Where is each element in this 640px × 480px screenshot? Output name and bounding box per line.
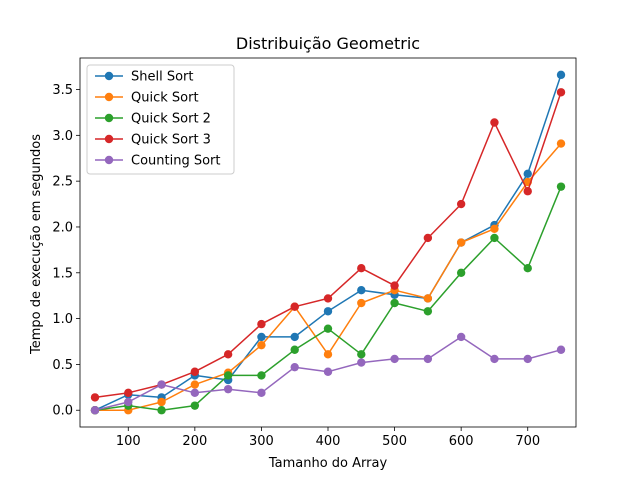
- plot-frame: [79, 57, 577, 428]
- legend: Shell Sort Quick Sort Quick Sort 2 Quick So…: [86, 64, 235, 175]
- data-point-counting-sort: [223, 384, 233, 394]
- y-tick-label: 3.0: [52, 129, 73, 144]
- data-point-quick-sort-2: [556, 182, 566, 191]
- data-point-quick-sort-2: [223, 371, 233, 380]
- series-counting-sort: [90, 332, 566, 415]
- data-point-counting-sort: [357, 358, 366, 367]
- data-point-counting-sort: [556, 345, 566, 354]
- legend-marker: [104, 155, 114, 165]
- data-point-counting-sort: [523, 354, 532, 364]
- y-tick-label: 2.0: [52, 220, 73, 235]
- y-tick-label: 2.5: [52, 175, 73, 190]
- axis-ticks: 100 200 300 400 500 600 700 0.0 0.5 1.0 1.5 2.0 2.5 3…: [52, 83, 540, 449]
- data-point-counting-sort: [490, 354, 499, 364]
- y-tick-label: 0.0: [52, 404, 73, 419]
- data-point-quick-sort-2: [157, 406, 166, 415]
- x-tick-label: 700: [515, 434, 540, 449]
- data-point-quick-sort: [257, 340, 266, 350]
- data-point-shell-sort: [556, 70, 566, 80]
- data-point-quick-sort: [157, 397, 166, 407]
- data-point-counting-sort: [157, 380, 166, 389]
- legend-marker: [104, 113, 114, 123]
- data-point-counting-sort: [190, 388, 200, 398]
- data-point-shell-sort: [290, 332, 299, 342]
- series-quick-sort-3: [90, 88, 566, 402]
- legend-entry-quick-sort-2: Quick Sort 2: [95, 112, 211, 127]
- x-tick-label: 300: [249, 434, 274, 449]
- legend-label: Quick Sort 3: [131, 133, 211, 148]
- legend-entry-counting-sort: Counting Sort: [95, 154, 221, 169]
- x-tick-label: 200: [182, 434, 207, 449]
- legend-entry-shell-sort: Shell Sort: [95, 70, 194, 85]
- data-point-quick-sort-2: [257, 371, 266, 380]
- series-quick-sort-2: [90, 182, 566, 415]
- data-point-quick-sort-2: [523, 264, 532, 273]
- data-point-quick-sort-3: [390, 281, 399, 290]
- data-point-quick-sort: [456, 238, 466, 247]
- data-point-quick-sort-3: [556, 88, 566, 97]
- data-point-quick-sort-3: [223, 350, 233, 359]
- data-point-quick-sort-3: [323, 294, 333, 303]
- data-point-quick-sort-3: [523, 187, 532, 196]
- data-point-counting-sort: [90, 406, 100, 415]
- legend-label: Counting Sort: [131, 154, 221, 169]
- data-point-quick-sort: [323, 350, 333, 359]
- x-tick-label: 400: [316, 434, 341, 449]
- legend-entry-quick-sort-3: Quick Sort 3: [95, 133, 211, 148]
- data-point-counting-sort: [290, 362, 299, 372]
- data-point-shell-sort: [357, 285, 366, 295]
- data-point-quick-sort-2: [290, 345, 299, 354]
- data-point-counting-sort: [390, 354, 399, 364]
- data-point-quick-sort-3: [490, 118, 499, 127]
- data-point-quick-sort-2: [390, 298, 399, 308]
- x-tick-label: 500: [382, 434, 407, 449]
- legend-marker: [104, 134, 114, 144]
- x-axis-label: Tamanho do Array: [268, 456, 388, 471]
- x-tick-label: 600: [449, 434, 474, 449]
- data-point-quick-sort-3: [357, 264, 366, 273]
- data-point-quick-sort-3: [190, 367, 200, 376]
- data-point-shell-sort: [257, 332, 266, 342]
- legend-label: Quick Sort 2: [131, 112, 211, 127]
- data-point-quick-sort-3: [290, 302, 299, 311]
- legend-marker: [104, 92, 114, 102]
- data-point-shell-sort: [323, 307, 333, 316]
- series-layer: [90, 70, 566, 415]
- data-point-quick-sort-3: [90, 393, 100, 402]
- data-point-counting-sort: [323, 367, 333, 376]
- y-tick-label: 1.5: [52, 266, 73, 281]
- data-point-quick-sort: [190, 380, 200, 389]
- data-point-quick-sort-3: [456, 199, 466, 209]
- data-point-shell-sort: [523, 169, 532, 179]
- chart-title: Distribuição Geometric: [236, 34, 420, 53]
- y-tick-label: 3.5: [52, 83, 73, 98]
- data-point-quick-sort-2: [357, 350, 366, 359]
- data-point-quick-sort-2: [490, 233, 499, 243]
- data-point-quick-sort-2: [323, 324, 333, 333]
- data-point-quick-sort-3: [257, 319, 266, 329]
- y-axis-label: Tempo de execução em segundos: [29, 134, 44, 355]
- data-point-quick-sort: [490, 224, 499, 234]
- y-tick-label: 1.0: [52, 312, 73, 327]
- y-tick-label: 0.5: [52, 358, 73, 373]
- data-point-counting-sort: [456, 332, 466, 342]
- data-point-quick-sort-3: [423, 233, 433, 243]
- data-point-counting-sort: [423, 354, 433, 364]
- data-point-quick-sort: [556, 139, 566, 148]
- legend-label: Quick Sort: [131, 91, 199, 106]
- legend-box: [86, 64, 235, 175]
- legend-marker: [104, 71, 114, 81]
- data-point-counting-sort: [124, 397, 133, 407]
- data-point-quick-sort: [357, 298, 366, 308]
- legend-entry-quick-sort: Quick Sort: [95, 91, 199, 106]
- data-point-quick-sort-2: [190, 401, 200, 410]
- data-point-quick-sort-2: [456, 268, 466, 277]
- data-point-quick-sort-2: [423, 307, 433, 316]
- legend-label: Shell Sort: [131, 70, 194, 85]
- x-tick-label: 100: [116, 434, 141, 449]
- data-point-quick-sort-3: [124, 388, 133, 398]
- data-point-counting-sort: [257, 388, 266, 398]
- data-point-quick-sort: [423, 294, 433, 303]
